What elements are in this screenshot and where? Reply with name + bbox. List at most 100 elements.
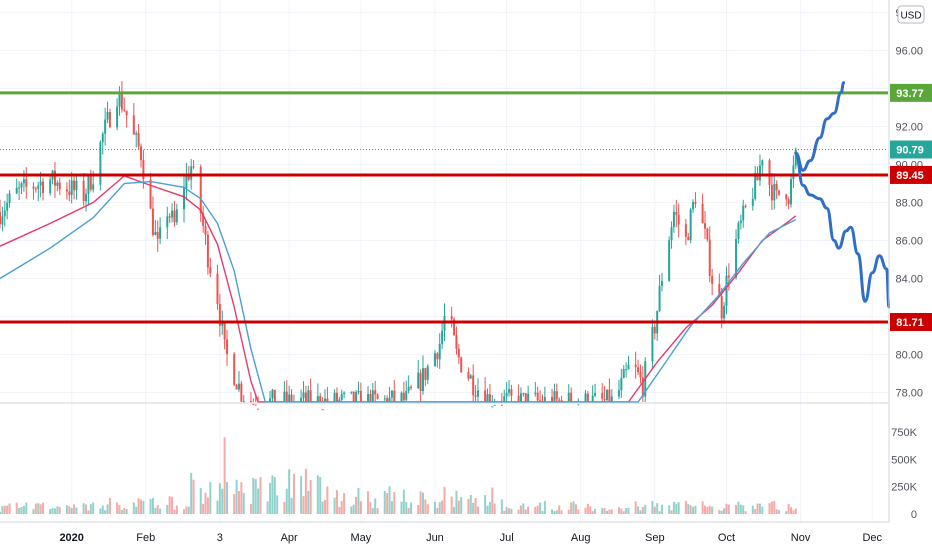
volume-bar	[190, 472, 193, 514]
candle-body	[660, 280, 663, 286]
volume-bar	[252, 478, 255, 514]
price-candles	[0, 80, 797, 411]
candle-body	[476, 390, 479, 397]
time-axis[interactable]: 2020 Feb 3 Apr May Jun Jul Aug Sep Oct Nov Dec	[59, 532, 882, 544]
volume-bar	[390, 501, 393, 514]
level-price-tag	[890, 313, 932, 332]
candle-body	[190, 166, 193, 180]
candle-body	[606, 389, 609, 401]
candle-body	[634, 364, 637, 368]
volume-bar	[560, 510, 563, 514]
candle-body	[321, 409, 324, 411]
volume-bar	[367, 491, 370, 514]
candle-body	[233, 353, 236, 385]
forecast-path-2[interactable]	[794, 151, 891, 309]
candle-body	[551, 396, 554, 402]
candle-body	[701, 203, 704, 224]
volume-bar	[469, 494, 472, 514]
volume-bar	[508, 508, 511, 514]
volume-bar	[527, 506, 530, 514]
candle-body	[175, 209, 178, 223]
candle-body	[692, 202, 695, 210]
price-tick-label: 86.00	[895, 236, 923, 248]
candle-body	[555, 391, 558, 400]
volume-bar	[756, 503, 759, 514]
volume-bar	[601, 507, 604, 514]
volume-bar	[586, 503, 589, 514]
candle-body	[570, 392, 573, 402]
candle-body	[653, 326, 656, 334]
candle-body	[68, 191, 71, 195]
price-tick-label: 92.00	[895, 122, 923, 134]
volume-bar	[216, 500, 219, 514]
volume-bar	[775, 509, 778, 514]
volume-bar	[639, 510, 642, 514]
volume-bar	[493, 503, 496, 514]
candle-body	[343, 392, 346, 395]
candle-body	[154, 232, 157, 235]
volume-bar	[744, 511, 747, 514]
candle-body	[594, 392, 597, 396]
volume-bar	[553, 511, 556, 514]
candle-body	[787, 199, 790, 205]
volume-bar	[383, 491, 386, 514]
candle-body	[25, 179, 28, 187]
candle-body	[307, 390, 310, 402]
volume-bar	[116, 502, 119, 514]
candle-body	[187, 174, 190, 180]
volume-bar	[474, 498, 477, 514]
volume-bar	[85, 504, 88, 514]
candle-body	[166, 216, 169, 228]
candle-body	[723, 305, 726, 319]
volume-bar	[142, 500, 145, 514]
forecast-path-1[interactable]	[794, 81, 846, 172]
candle-body	[754, 173, 757, 199]
volume-bar	[727, 504, 730, 514]
volume-bar	[637, 506, 640, 514]
candle-body	[567, 392, 570, 402]
time-tick-label: Jul	[500, 532, 514, 544]
candle-body	[1, 216, 4, 225]
volume-bar	[388, 486, 391, 514]
candle-body	[627, 364, 630, 370]
volume-bar	[792, 510, 795, 514]
candle-body	[149, 179, 152, 209]
volume-axis[interactable]: 0 250K 500K 750K	[891, 427, 917, 521]
candle-body	[577, 404, 580, 406]
volume-bar	[761, 506, 764, 514]
volume-bar	[371, 508, 374, 514]
candle-body	[761, 160, 764, 166]
volume-bar	[457, 500, 460, 514]
currency-badge[interactable]: USD	[897, 5, 925, 24]
volume-bar	[708, 505, 711, 514]
volume-bar	[684, 500, 687, 514]
candle-body	[500, 404, 503, 406]
candle-body	[359, 390, 362, 402]
candle-body	[302, 392, 305, 398]
volume-bar	[426, 504, 429, 514]
volume-bar	[101, 505, 104, 514]
candle-body	[419, 372, 422, 392]
time-tick-label: Apr	[281, 532, 298, 544]
candle-body	[383, 398, 386, 400]
volume-bar	[369, 502, 372, 514]
candle-body	[65, 189, 68, 192]
volume-bar	[359, 501, 362, 514]
price-axis[interactable]: 78.0080.0082.0084.0086.0088.0090.0092.00…	[890, 0, 932, 522]
candle-body	[703, 223, 706, 229]
candle-body	[433, 353, 436, 367]
volume-bar	[51, 508, 54, 514]
time-tick-label: 3	[217, 532, 223, 544]
candle-body	[503, 396, 506, 402]
candle-body	[711, 275, 714, 285]
volume-bar	[703, 505, 706, 514]
volume-bar	[505, 507, 508, 514]
candle-body	[601, 392, 604, 399]
candle-body	[773, 184, 776, 201]
candle-body	[20, 183, 23, 188]
candle-body	[393, 390, 396, 402]
volume-bar	[436, 508, 439, 514]
candle-body	[474, 395, 477, 397]
candle-body	[173, 210, 176, 223]
